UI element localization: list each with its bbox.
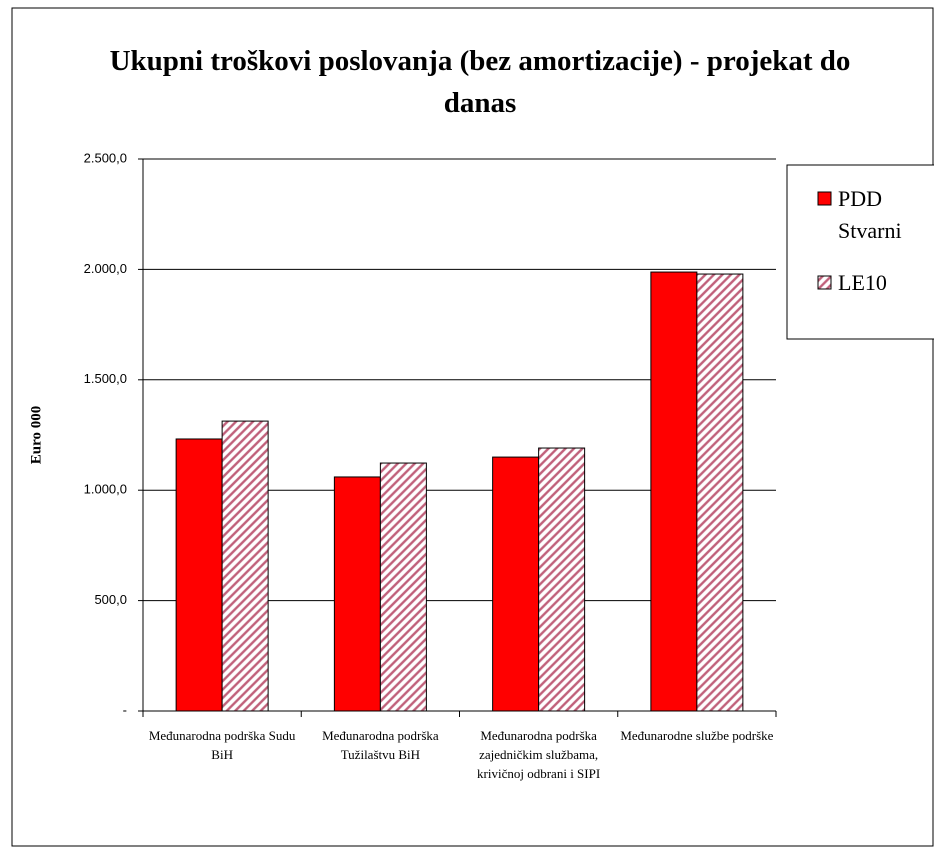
- y-tick-label: 2.500,0: [84, 150, 127, 165]
- y-tick-label: 1.000,0: [84, 482, 127, 497]
- x-tick-label: Međunarodna podrška zajedničkim službama…: [477, 728, 601, 781]
- legend-label: LE10: [838, 270, 887, 295]
- bar: [696, 273, 744, 712]
- y-tick-label: -: [123, 702, 127, 717]
- y-tick-label: 500,0: [94, 592, 127, 607]
- x-tick-label: Međunarodna podrška Tužilaštvu BiH: [322, 728, 439, 762]
- legend-swatch: [817, 191, 832, 206]
- y-axis-label: Euro 000: [28, 406, 44, 464]
- legend-label: PDD Stvarni: [838, 186, 902, 243]
- bar: [175, 438, 223, 712]
- bar: [650, 271, 698, 712]
- legend-box: [786, 164, 934, 340]
- chart-title: Ukupni troškovi poslovanja (bez amortiza…: [109, 45, 851, 119]
- chart-frame: [11, 7, 934, 847]
- x-tick-label: Međunarodna podrška Sudu BiH: [148, 728, 296, 762]
- legend-swatch: [817, 275, 832, 290]
- bar: [538, 447, 586, 712]
- bar: [333, 476, 381, 712]
- y-tick-label: 1.500,0: [84, 371, 127, 386]
- bar: [221, 420, 269, 712]
- y-tick-label: 2.000,0: [84, 261, 127, 276]
- x-tick-label: Međunarodne službe podrške: [620, 728, 774, 743]
- bar: [379, 462, 427, 712]
- bar: [492, 456, 540, 712]
